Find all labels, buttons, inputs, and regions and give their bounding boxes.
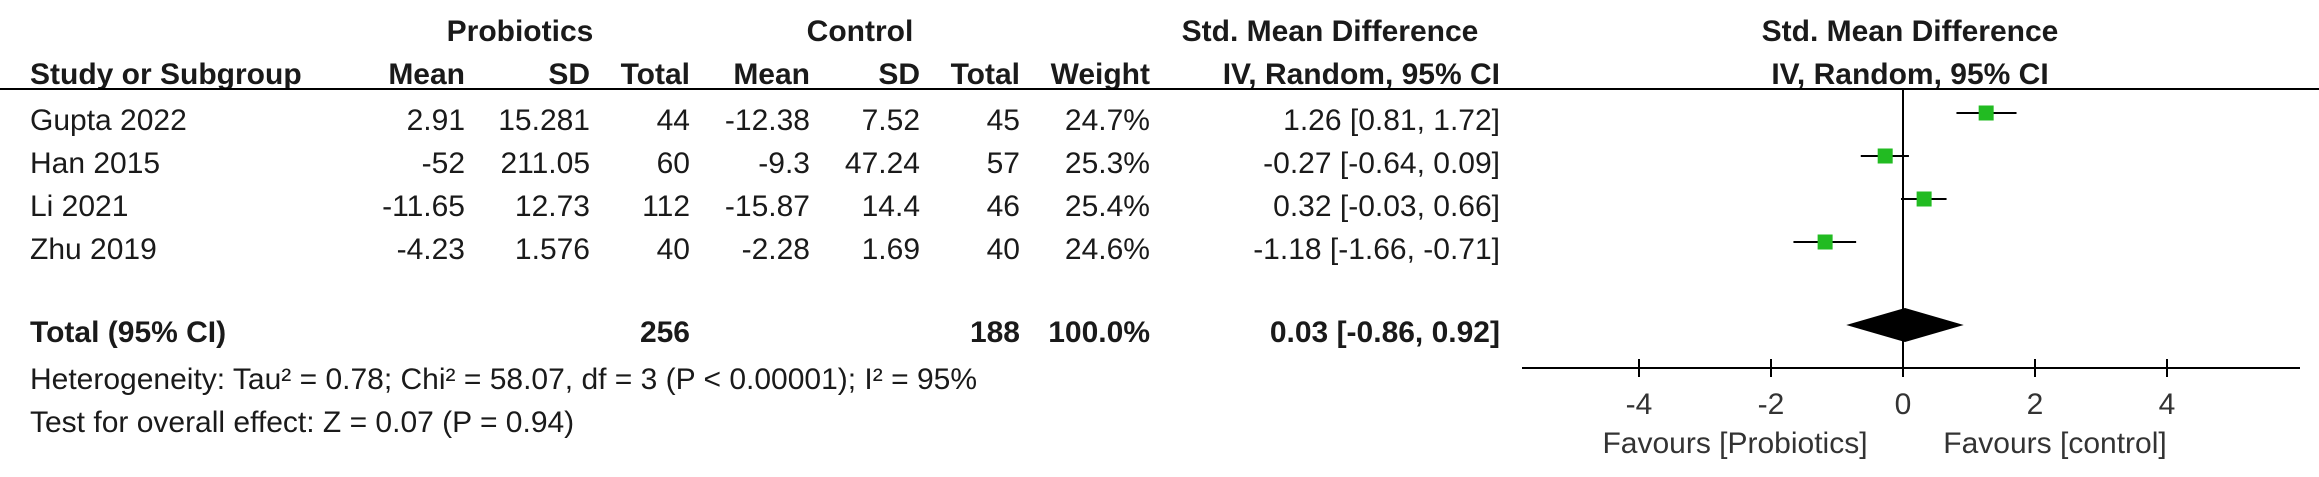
- c-mean: -15.87: [724, 190, 810, 223]
- weight: 24.7%: [1064, 104, 1150, 137]
- study-name: Gupta 2022: [30, 104, 187, 137]
- study-point-square: [1978, 105, 1994, 121]
- plot-title: Std. Mean Difference: [1761, 15, 2059, 48]
- effect-ci: -1.18 [-1.66, -0.71]: [1253, 233, 1500, 266]
- weight-header: Weight: [1050, 58, 1150, 91]
- study-point-square: [1916, 191, 1932, 207]
- p-total-header: Total: [620, 58, 690, 91]
- c-mean: -9.3: [758, 147, 810, 180]
- p-total: 44: [656, 104, 690, 137]
- x-tick-label: 4: [2159, 388, 2176, 421]
- heterogeneity-text: Heterogeneity: Tau² = 0.78; Chi² = 58.07…: [30, 363, 977, 396]
- x-tick-label: 0: [1895, 388, 1912, 421]
- total-label: Total (95% CI): [30, 316, 227, 349]
- p-sd: 15.281: [498, 104, 590, 137]
- p-sd: 1.576: [514, 233, 590, 266]
- c-sd: 47.24: [844, 147, 920, 180]
- favours-left-label: Favours [Probiotics]: [1602, 427, 1867, 460]
- c-mean: -12.38: [724, 104, 810, 137]
- effect-ci: -0.27 [-0.64, 0.09]: [1263, 147, 1500, 180]
- study-name: Zhu 2019: [30, 233, 157, 266]
- study-name: Li 2021: [30, 190, 129, 223]
- total-weight: 100.0%: [1048, 316, 1150, 349]
- c-total: 45: [986, 104, 1020, 137]
- weight: 25.3%: [1064, 147, 1150, 180]
- c-total-header: Total: [950, 58, 1020, 91]
- study-name: Han 2015: [30, 147, 161, 180]
- x-tick-label: 2: [2027, 388, 2044, 421]
- weight: 25.4%: [1064, 190, 1150, 223]
- c-total: 46: [986, 190, 1020, 223]
- c-sd: 1.69: [861, 233, 920, 266]
- group-control-header: Control: [806, 15, 914, 48]
- p-total: 60: [656, 147, 690, 180]
- pooled-estimate-diamond: [1846, 308, 1964, 342]
- p-total: 40: [656, 233, 690, 266]
- x-tick-label: -4: [1626, 388, 1653, 421]
- c-total-sum: 188: [969, 316, 1020, 349]
- weight: 24.6%: [1064, 233, 1150, 266]
- effect-ci: 1.26 [0.81, 1.72]: [1283, 104, 1500, 137]
- effect-method-header: IV, Random, 95% CI: [1222, 58, 1500, 91]
- p-sd-header: SD: [548, 58, 590, 91]
- plot-method-header: IV, Random, 95% CI: [1771, 58, 2049, 91]
- p-sd: 211.05: [500, 147, 590, 180]
- c-mean-header: Mean: [733, 58, 810, 91]
- c-total: 40: [986, 233, 1020, 266]
- p-mean: -11.65: [382, 190, 465, 223]
- total-effect-ci: 0.03 [-0.86, 0.92]: [1269, 316, 1500, 349]
- c-sd-header: SD: [878, 58, 920, 91]
- p-sd: 12.73: [514, 190, 590, 223]
- p-mean-header: Mean: [388, 58, 465, 91]
- study-column-header: Study or Subgroup: [30, 58, 302, 91]
- study-point-square: [1817, 234, 1833, 250]
- group-probiotics-header: Probiotics: [446, 15, 594, 48]
- p-total-sum: 256: [639, 316, 690, 349]
- p-mean: -52: [421, 147, 465, 180]
- c-mean: -2.28: [741, 233, 810, 266]
- group-effect-header: Std. Mean Difference: [1181, 15, 1479, 48]
- overall-effect-text: Test for overall effect: Z = 0.07 (P = 0…: [30, 406, 575, 439]
- p-mean: -4.23: [396, 233, 465, 266]
- effect-ci: 0.32 [-0.03, 0.66]: [1273, 190, 1500, 223]
- study-point-square: [1877, 148, 1893, 164]
- p-mean: 2.91: [406, 104, 465, 137]
- c-total: 57: [986, 147, 1020, 180]
- favours-right-label: Favours [control]: [1943, 427, 2166, 460]
- c-sd: 7.52: [861, 104, 920, 137]
- c-sd: 14.4: [861, 190, 920, 223]
- x-tick-label: -2: [1758, 388, 1785, 421]
- p-total: 112: [642, 190, 690, 223]
